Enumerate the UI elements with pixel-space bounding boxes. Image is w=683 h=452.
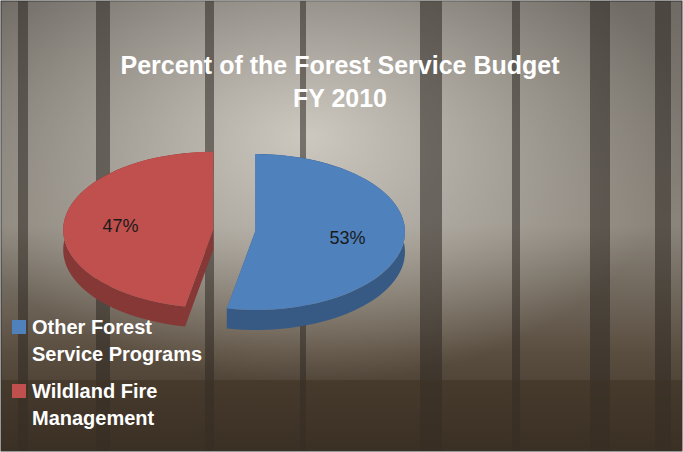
legend-swatch <box>12 320 26 334</box>
subtitle: FY 2010 <box>293 84 387 112</box>
data-label: 53% <box>330 228 366 248</box>
legend: Other ForestService Programs Wildland Fir… <box>12 316 202 429</box>
slice <box>227 154 405 310</box>
background <box>1 1 682 451</box>
slice-group <box>227 154 405 330</box>
chart-root: Percent of the Forest Service Budget FY 2… <box>0 0 683 452</box>
background-haze <box>1 1 682 451</box>
legend-swatch <box>12 384 26 398</box>
slice-group <box>63 152 213 327</box>
legend-label: Wildland FireManagement <box>32 380 157 429</box>
ground <box>1 380 682 451</box>
title: Percent of the Forest Service Budget <box>120 51 560 79</box>
data-label: 47% <box>103 216 139 236</box>
slice <box>63 152 213 307</box>
slice-side <box>227 154 405 330</box>
legend-label: Other ForestService Programs <box>32 316 202 365</box>
slice-side <box>63 152 213 327</box>
pie <box>63 152 405 330</box>
